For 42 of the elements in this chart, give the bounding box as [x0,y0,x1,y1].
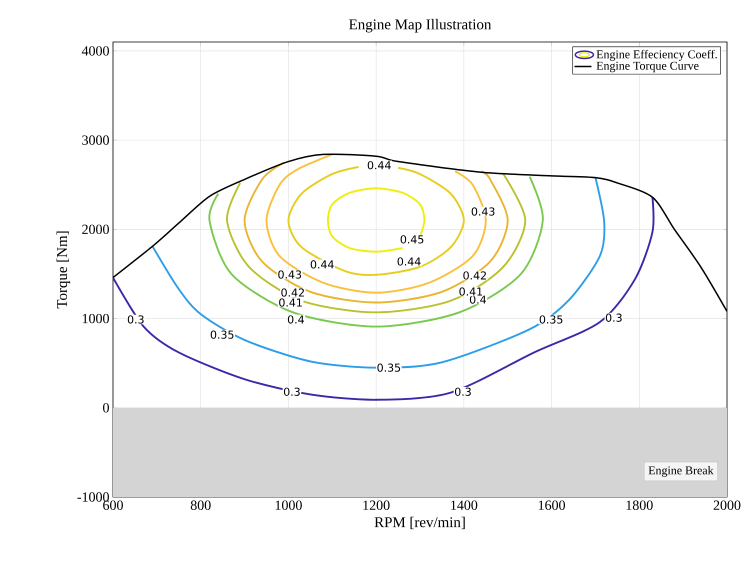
annotation: 0.35 [210,330,234,339]
annotation: 0.4 [288,315,304,324]
x-tick-label: 600 [103,500,123,510]
x-tick-label: 1600 [538,500,565,510]
annotation: 0.43 [278,270,302,279]
band-label: Engine Break [648,466,714,477]
annotation: 0.44 [398,257,421,266]
x-tick-label: 800 [190,500,211,510]
line-series [113,196,654,401]
annotation: 0.42 [281,288,304,297]
chart-title: Engine Map Illustration [349,18,492,32]
annotation: 0.45 [400,235,424,244]
annotation: 0.3 [606,314,622,322]
annotation: 0.41 [279,298,302,307]
x-tick-label: 1800 [626,500,653,510]
x-tick-label: 1400 [451,500,478,510]
line-series [226,173,526,314]
annotation: 0.35 [540,315,562,324]
annotation: 0.43 [472,207,494,216]
x-tick-label: 2000 [714,500,740,510]
y-tick-label: 3000 [82,135,109,145]
annotation: 0.4 [470,295,486,304]
annotation: 0.44 [368,161,391,170]
legend-label: Engine Effeciency Coeff. [596,50,717,61]
legend-label: Engine Torque Curve [596,62,699,72]
annotation: 0.42 [463,271,486,280]
y-tick-label: 1000 [82,314,109,324]
line-series [326,187,426,253]
x-tick-label: 1000 [276,500,302,510]
y-tick-label: 0 [103,403,109,412]
annotation: 0.3 [128,315,144,324]
annotation: 0.41 [459,287,482,296]
y-tick-label: 2000 [82,224,109,234]
y-tick-label: -1000 [77,492,109,502]
x-axis-title: RPM [rev/min] [374,516,465,530]
x-tick-label: 1200 [363,500,390,510]
annotation: 0.35 [377,364,400,372]
y-tick-label: 4000 [82,46,109,56]
annotation: 0.3 [454,388,471,396]
y-axis-title: Torque [Nm] [56,232,70,308]
annotation: 0.3 [284,388,300,396]
annotation: 0.44 [310,260,334,269]
